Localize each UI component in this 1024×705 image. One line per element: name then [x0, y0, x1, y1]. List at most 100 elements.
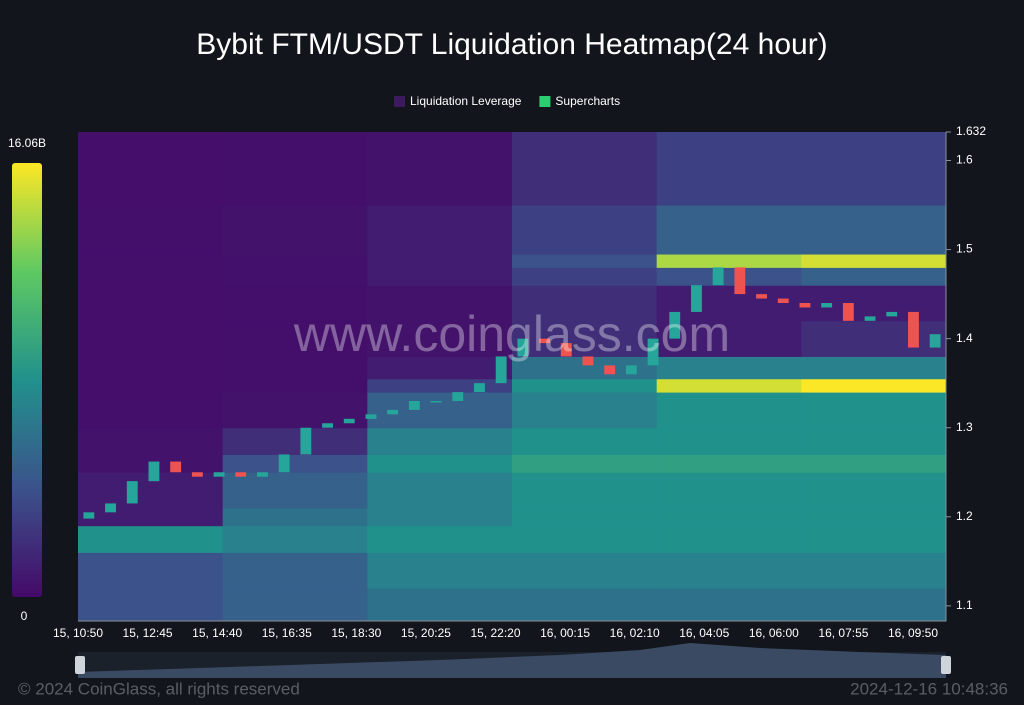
heat-cell — [656, 205, 802, 255]
heat-cell — [801, 267, 947, 286]
heat-cell — [367, 472, 513, 509]
candle — [669, 311, 681, 339]
candle — [148, 461, 160, 482]
legend-swatch — [539, 96, 551, 107]
heat-cell — [656, 472, 802, 509]
heat-cell — [512, 472, 658, 509]
heat-cell — [78, 392, 224, 429]
heat-cell — [656, 507, 802, 527]
x-tick-label: 15, 10:50 — [53, 626, 103, 640]
heat-cell — [78, 254, 224, 268]
heat-cell — [78, 267, 224, 286]
candle — [495, 356, 507, 384]
heat-cell — [801, 392, 947, 429]
y-tick-label: 1.4 — [956, 331, 973, 345]
y-tick-label: 1.2 — [956, 509, 973, 523]
heat-cell — [222, 588, 368, 622]
candle — [886, 311, 898, 317]
heat-cell — [801, 454, 947, 473]
chart-title: Bybit FTM/USDT Liquidation Heatmap(24 ho… — [196, 28, 827, 61]
candle — [191, 472, 203, 477]
heat-cell — [801, 205, 947, 255]
candle — [734, 267, 746, 295]
heat-cell — [78, 285, 224, 322]
y-tick-label: 1.6 — [956, 153, 973, 167]
heat-cell — [367, 378, 513, 393]
heat-cell — [367, 356, 513, 380]
heat-cell — [512, 205, 658, 255]
candle — [647, 338, 659, 366]
heat-cell — [512, 427, 658, 455]
heat-cell — [656, 254, 802, 268]
candle — [517, 338, 529, 357]
x-tick-label: 16, 06:00 — [749, 626, 799, 640]
heat-cell — [801, 588, 947, 622]
x-tick-label: 16, 07:55 — [818, 626, 868, 640]
heat-cell — [801, 427, 947, 455]
candle — [300, 427, 312, 455]
candle — [105, 503, 116, 513]
footer-timestamp: 2024-12-16 10:48:36 — [850, 679, 1008, 698]
heat-cell — [78, 320, 224, 357]
candle — [560, 343, 572, 357]
heat-cell — [801, 254, 947, 268]
navigator-handle[interactable] — [941, 656, 951, 674]
candle — [712, 267, 724, 286]
candle — [756, 294, 767, 299]
heat-cell — [78, 378, 224, 393]
heat-cell — [367, 525, 513, 553]
candle — [365, 414, 377, 419]
heat-cell — [222, 285, 368, 322]
candle — [83, 512, 95, 519]
heat-cell — [801, 507, 947, 527]
candle — [430, 400, 442, 403]
heat-cell — [78, 588, 224, 622]
heat-cell — [656, 392, 802, 429]
heat-cell — [367, 285, 513, 322]
heat-cell — [656, 454, 802, 473]
heat-cell — [656, 552, 802, 589]
heat-cell — [656, 132, 802, 206]
heat-cell — [512, 285, 658, 322]
heat-cell — [512, 254, 658, 268]
y-tick-label: 1.3 — [956, 420, 973, 434]
heat-cell — [367, 132, 513, 206]
heat-cell — [801, 472, 947, 509]
y-tick-label: 1.632 — [956, 124, 986, 138]
heat-cell — [656, 320, 802, 357]
y-tick-label: 1.1 — [956, 598, 973, 612]
watermark: www.coinglass.com — [293, 306, 730, 362]
candle — [278, 454, 290, 473]
heat-cell — [512, 454, 658, 473]
heat-cell — [222, 320, 368, 357]
heat-cell — [367, 454, 513, 473]
heat-cell — [656, 588, 802, 622]
heat-cell — [78, 205, 224, 255]
candle — [929, 334, 941, 348]
heat-cell — [222, 427, 368, 455]
heat-cell — [512, 392, 658, 429]
navigator-handle[interactable] — [75, 656, 85, 674]
heat-cell — [512, 320, 658, 357]
heat-cell — [656, 525, 802, 553]
heat-cell — [367, 507, 513, 527]
heat-cell — [801, 525, 947, 553]
color-tick-label: 16.06B — [8, 136, 46, 150]
x-tick-label: 15, 22:20 — [470, 626, 520, 640]
candle — [539, 338, 550, 344]
heat-cell — [367, 205, 513, 255]
heat-cell — [78, 356, 224, 380]
legend-swatch — [394, 96, 405, 107]
heat-cell — [512, 356, 658, 380]
heat-cell — [367, 320, 513, 357]
candle — [126, 481, 138, 504]
x-tick-label: 16, 00:15 — [540, 626, 590, 640]
color-tick-label: 0 — [21, 609, 28, 623]
candle — [170, 461, 182, 473]
candle — [625, 365, 637, 375]
heat-cell — [78, 132, 224, 206]
heat-cell — [222, 392, 368, 429]
legend-label: Liquidation Leverage — [410, 94, 522, 108]
heat-cell — [222, 205, 368, 255]
heat-cell — [367, 552, 513, 589]
